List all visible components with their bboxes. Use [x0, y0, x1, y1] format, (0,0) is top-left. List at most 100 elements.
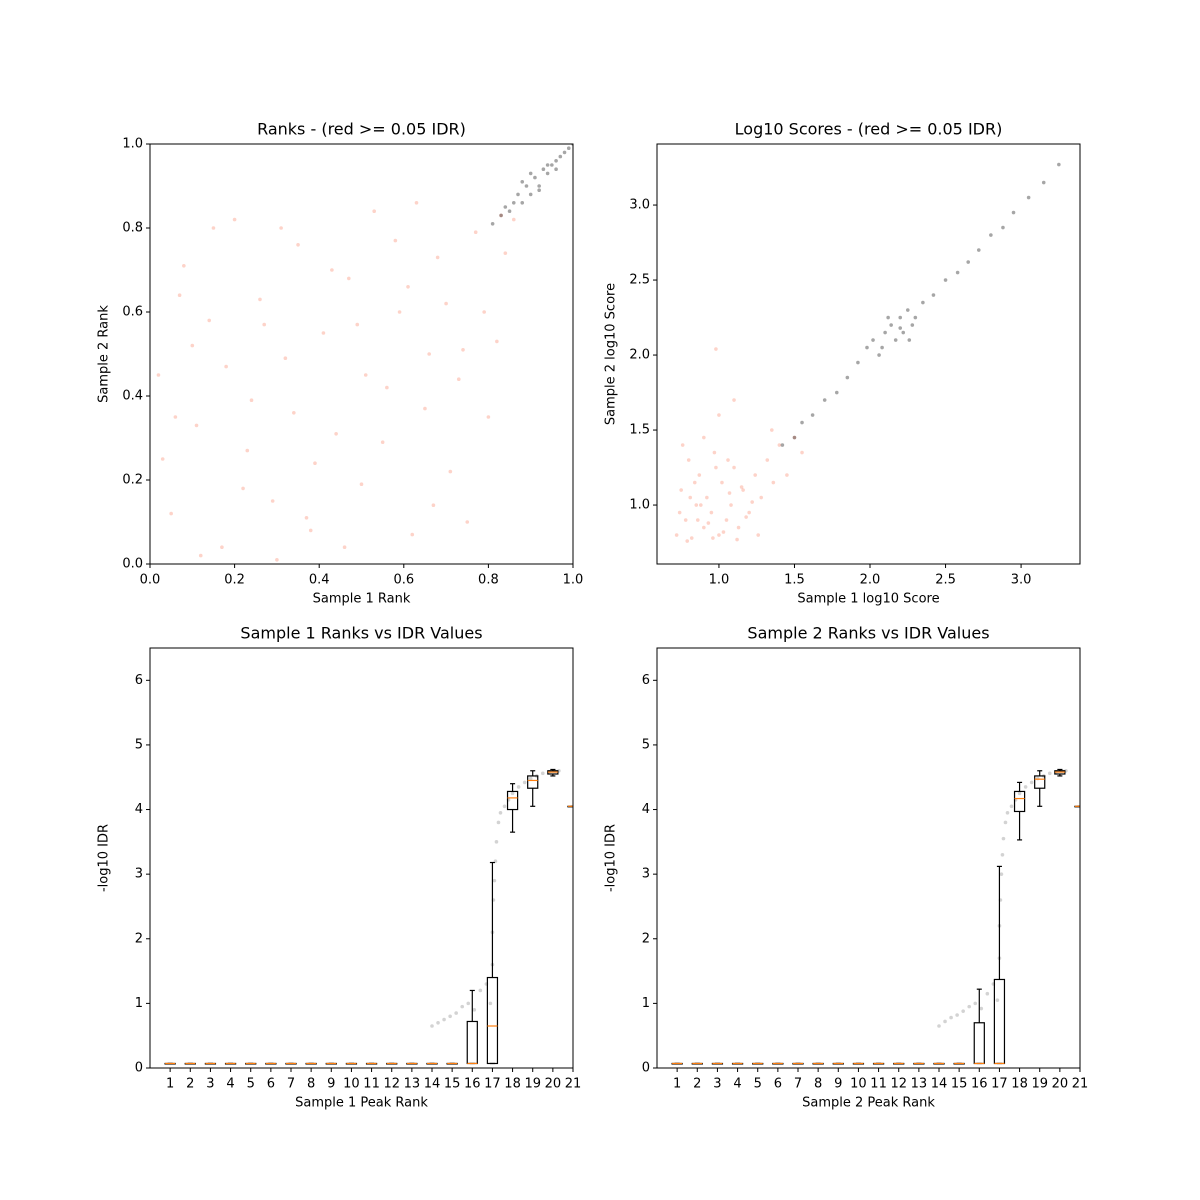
x-axis-label: Sample 2 Peak Rank	[802, 1096, 935, 1111]
y-axis-label: Sample 2 log10 Score	[604, 283, 619, 425]
point	[750, 500, 754, 504]
point	[232, 217, 237, 222]
point	[363, 373, 368, 377]
point	[245, 448, 250, 453]
box	[1013, 790, 1026, 813]
point	[558, 154, 563, 159]
box	[973, 1022, 985, 1065]
x-tick-label: 16	[464, 1077, 481, 1092]
point	[270, 499, 275, 503]
point	[1017, 791, 1022, 796]
point	[732, 398, 736, 402]
point	[198, 553, 203, 558]
point	[397, 310, 402, 314]
point	[541, 167, 546, 171]
point	[822, 398, 827, 402]
point	[427, 352, 431, 356]
point	[714, 465, 718, 470]
point	[496, 820, 501, 825]
axes-frame	[656, 647, 1081, 1069]
x-tick-label: 13	[404, 1077, 421, 1092]
x-tick-label: 10	[343, 1077, 360, 1092]
y-tick-label: 1.0	[629, 498, 650, 513]
point	[510, 791, 515, 796]
x-tick-label: 7	[794, 1077, 802, 1092]
point	[321, 331, 326, 335]
subplot: 1.0 1.5 2.0 2.5 3.0 1.0 1.5 2.0 2.5 3.0 Log10 Scor…	[604, 120, 1081, 607]
point	[1023, 785, 1028, 789]
point	[699, 503, 703, 507]
point	[910, 323, 915, 327]
point	[444, 301, 448, 306]
point	[976, 248, 981, 252]
x-tick-label: 6	[267, 1077, 275, 1092]
point	[886, 315, 890, 320]
point	[865, 345, 869, 350]
point	[810, 413, 815, 417]
subplot: 1 2 3 4 5 6 7 8 9 10 11 12 13 14 15 16 17 18 19 20 210123456…	[97, 624, 582, 1111]
point	[1057, 162, 1061, 167]
x-tick-label: 13	[911, 1077, 928, 1092]
point	[907, 338, 912, 342]
point	[520, 180, 525, 184]
point	[410, 532, 415, 537]
y-tick-label: 4	[642, 802, 650, 817]
y-tick-label: 2.0	[629, 348, 650, 363]
x-tick-label: 17	[484, 1077, 501, 1092]
point	[495, 339, 499, 344]
point	[454, 1011, 458, 1015]
point	[989, 233, 993, 237]
point	[726, 458, 730, 462]
x-tick-label: 0.6	[393, 573, 414, 588]
point	[545, 163, 550, 167]
point	[973, 1001, 978, 1006]
x-tick-label: 20	[1052, 1077, 1069, 1092]
point	[207, 318, 212, 323]
point	[308, 528, 313, 533]
y-tick-label: 5	[642, 737, 650, 752]
y-tick-label: 1.5	[629, 423, 650, 438]
y-axis-label: -log10 IDR	[97, 824, 112, 892]
point	[304, 516, 309, 520]
point	[709, 510, 714, 515]
plot-area	[164, 768, 573, 1065]
point	[702, 525, 706, 530]
point	[550, 163, 554, 167]
point	[898, 315, 903, 320]
x-tick-label: 2.5	[935, 573, 956, 588]
point	[777, 443, 782, 447]
point	[834, 390, 839, 395]
point	[727, 491, 732, 495]
point	[347, 276, 351, 281]
y-tick-label: 2	[642, 931, 650, 946]
x-tick-label: 0.0	[140, 573, 161, 588]
y-tick-label: 1.0	[122, 137, 143, 152]
point	[688, 495, 693, 500]
x-tick-label: 8	[814, 1077, 822, 1092]
point	[720, 480, 724, 485]
box	[527, 775, 539, 789]
point	[461, 348, 465, 352]
point	[674, 533, 679, 537]
x-tick-label: 14	[931, 1077, 948, 1092]
x-axis-label: Sample 1 Rank	[313, 592, 411, 607]
point	[448, 1014, 452, 1019]
x-tick-label: 21	[565, 1077, 582, 1092]
point	[1001, 836, 1006, 841]
y-tick-label: 6	[135, 673, 143, 688]
point	[488, 1001, 493, 1006]
x-tick-label: 5	[247, 1077, 255, 1092]
point	[156, 373, 161, 377]
point	[342, 545, 347, 549]
x-tick-label: 15	[951, 1077, 968, 1092]
point	[729, 503, 733, 507]
point	[966, 260, 971, 264]
point	[545, 171, 550, 176]
point	[1011, 210, 1016, 215]
point	[355, 322, 360, 327]
point	[955, 270, 960, 275]
point	[1035, 776, 1040, 781]
y-tick-label: 3	[135, 867, 143, 882]
point	[494, 840, 499, 844]
point	[747, 510, 751, 515]
